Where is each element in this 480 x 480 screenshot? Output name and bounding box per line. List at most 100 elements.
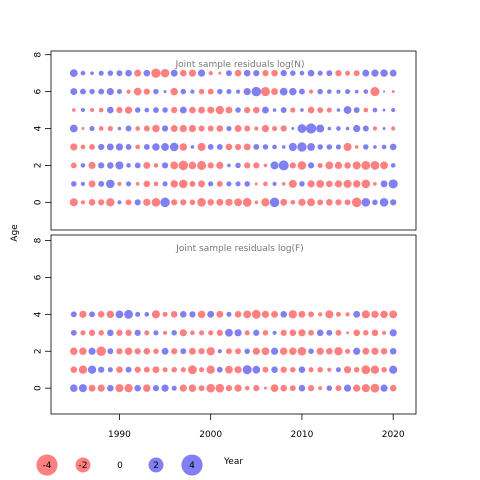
- residual-bubble: [391, 126, 396, 131]
- residual-bubble: [317, 88, 323, 95]
- residual-bubble: [380, 310, 388, 319]
- residual-bubble: [98, 162, 105, 169]
- residual-bubble: [373, 145, 377, 149]
- residual-bubble: [243, 143, 251, 151]
- residual-bubble: [106, 179, 115, 189]
- residual-bubble: [107, 329, 114, 337]
- residual-bubble: [325, 310, 334, 319]
- residual-bubble: [253, 70, 260, 77]
- residual-bubble: [216, 161, 224, 170]
- residual-bubble: [297, 346, 307, 356]
- residual-bubble: [143, 161, 151, 169]
- residual-bubble: [263, 181, 268, 187]
- x-tick-label: 2000: [199, 430, 222, 440]
- legend-label: -2: [79, 461, 88, 471]
- residual-bubble: [326, 385, 333, 391]
- residual-bubble: [380, 180, 388, 188]
- residual-bubble: [343, 106, 352, 114]
- residual-bubble: [180, 88, 187, 95]
- residual-bubble: [217, 88, 223, 95]
- panel-top-y-axis: 0 2 4 6 8: [34, 52, 51, 205]
- residual-bubble: [151, 198, 161, 207]
- residual-bubble: [352, 180, 361, 188]
- residual-bubble: [225, 106, 233, 114]
- residual-bubble: [88, 347, 96, 355]
- residual-bubble: [335, 385, 342, 392]
- residual-bubble: [353, 347, 361, 355]
- residual-bubble: [80, 163, 86, 168]
- residual-bubble: [363, 107, 369, 113]
- x-axis: 1990 2000 2010 2020: [108, 414, 405, 440]
- y-tick-label: 2: [34, 163, 44, 169]
- residual-bubble: [216, 366, 223, 373]
- residual-bubble: [170, 311, 178, 318]
- residual-bubble: [272, 181, 277, 186]
- legend-label: 4: [189, 461, 195, 471]
- residual-bubble: [135, 144, 141, 150]
- residual-bubble: [242, 365, 252, 375]
- residual-bubble: [345, 70, 351, 76]
- residual-bubble: [382, 127, 386, 130]
- residual-bubble: [97, 384, 105, 392]
- residual-bubble: [134, 384, 141, 392]
- residual-bubble: [143, 347, 151, 355]
- residual-bubble: [69, 69, 78, 78]
- residual-bubble: [326, 180, 333, 188]
- residual-bubble: [334, 180, 343, 188]
- residual-bubble: [243, 310, 252, 319]
- residual-bubble: [106, 87, 114, 96]
- residual-bubble: [197, 69, 206, 77]
- residual-bubble: [353, 366, 360, 373]
- residual-bubble: [179, 124, 187, 133]
- residual-bubble: [353, 310, 361, 318]
- residual-bubble: [298, 366, 306, 374]
- residual-bubble: [180, 69, 187, 77]
- residual-bubble: [226, 89, 232, 95]
- residual-bubble: [244, 181, 250, 187]
- x-tick-label: 2020: [382, 430, 405, 440]
- residual-bubble: [143, 366, 150, 373]
- residual-bubble: [361, 179, 371, 189]
- residual-bubble: [169, 142, 179, 152]
- residual-bubble: [88, 384, 96, 392]
- y-tick-label: 6: [34, 274, 44, 280]
- residual-bubble: [326, 329, 333, 336]
- residual-bubble: [317, 107, 324, 114]
- residual-bubble: [190, 89, 195, 94]
- residual-bubble: [135, 126, 141, 131]
- residual-bubble: [290, 107, 296, 113]
- residual-bubble: [362, 125, 369, 132]
- residual-bubble: [153, 348, 159, 355]
- residual-bubble: [162, 181, 168, 187]
- residual-bubble: [189, 199, 196, 206]
- y-tick-label: 6: [34, 88, 44, 94]
- residual-bubble: [372, 107, 378, 113]
- residual-bubble: [98, 180, 105, 187]
- residual-bubble: [151, 310, 160, 319]
- residual-bubble: [226, 181, 232, 187]
- residual-bubble: [180, 311, 187, 318]
- residual-bubble: [179, 106, 187, 114]
- residual-bubble: [160, 68, 170, 78]
- residual-bubble: [170, 125, 178, 132]
- bubble-size-legend: -4 -2 0 2 4: [36, 454, 203, 476]
- residual-bubble: [178, 160, 189, 171]
- residual-bubble: [70, 162, 77, 169]
- panel-top-frame: [50, 50, 417, 231]
- legend-label: 2: [153, 461, 159, 471]
- residual-bubble: [353, 329, 360, 337]
- residual-bubble: [80, 70, 86, 76]
- residual-bubble: [280, 311, 287, 318]
- residual-bubble: [353, 70, 360, 77]
- residual-bubble: [107, 106, 114, 114]
- residual-bubble: [272, 125, 278, 132]
- residual-bubble: [126, 181, 132, 187]
- residual-bubble: [244, 330, 250, 336]
- residual-bubble: [361, 160, 371, 170]
- residual-bubble: [188, 384, 197, 392]
- residual-bubble: [354, 89, 359, 94]
- residual-bubble: [88, 199, 96, 206]
- residual-bubble: [244, 385, 250, 391]
- residual-bubble: [254, 182, 258, 186]
- residual-bubble: [388, 179, 398, 189]
